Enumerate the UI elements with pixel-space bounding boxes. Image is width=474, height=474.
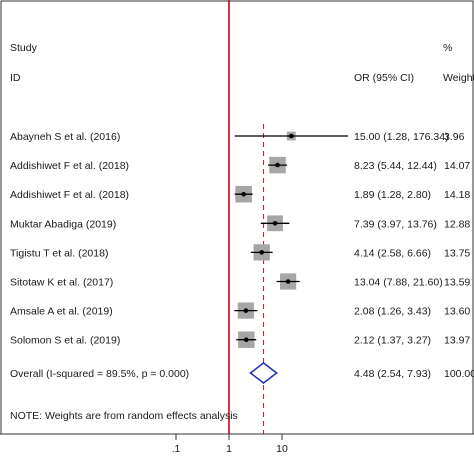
weight-text: 13.60	[444, 306, 470, 318]
overall-label: Overall (I-squared = 89.5%, p = 0.000)	[10, 368, 189, 380]
study-row: Abayneh S et al. (2016) 15.00 (1.28, 176.…	[10, 131, 465, 143]
overall-or-ci: 4.48 (2.54, 7.93)	[354, 368, 431, 380]
point-estimate	[243, 337, 249, 343]
weight-text: 13.59	[444, 277, 470, 289]
or-ci-text: 8.23 (5.44, 12.44)	[354, 160, 437, 172]
x-axis: .1 1 10	[0, 433, 474, 455]
or-ci-text: 2.08 (1.26, 3.43)	[354, 306, 431, 318]
point-estimate	[289, 133, 294, 139]
study-row: Sitotaw K et al. (2017) 13.04 (7.88, 21.6…	[10, 273, 470, 290]
header-weight: Weight	[443, 72, 474, 84]
or-ci-text: 1.89 (1.28, 2.80)	[354, 189, 431, 201]
study-row: Solomon S et al. (2019) 2.12 (1.37, 3.27)…	[10, 331, 470, 348]
study-row: Addishiwet F et al. (2018) 8.23 (5.44, 12…	[10, 156, 470, 174]
point-estimate	[259, 250, 265, 255]
study-label: Amsale A et al. (2019)	[10, 306, 113, 318]
weight-text: 14.18	[444, 189, 470, 201]
study-rows: Abayneh S et al. (2016) 15.00 (1.28, 176.…	[10, 131, 470, 348]
point-estimate	[285, 279, 291, 284]
weight-text: 14.07	[444, 160, 470, 172]
or-ci-text: 2.12 (1.37, 3.27)	[354, 335, 431, 347]
overall-row: Overall (I-squared = 89.5%, p = 0.000) 4…	[10, 362, 474, 384]
header-id: ID	[10, 72, 21, 84]
point-estimate	[243, 308, 249, 313]
weight-text: 13.97	[444, 335, 470, 347]
study-label: Tigistu T et al. (2018)	[10, 247, 108, 259]
study-label: Sitotaw K et al. (2017)	[10, 277, 113, 289]
study-label: Addishiwet F et al. (2018)	[10, 189, 129, 201]
weight-text: 12.88	[444, 218, 470, 230]
study-label: Solomon S et al. (2019)	[10, 335, 120, 347]
study-row: Addishiwet F et al. (2018) 1.89 (1.28, 2.…	[10, 185, 470, 203]
study-label: Addishiwet F et al. (2018)	[10, 160, 129, 172]
or-ci-text: 15.00 (1.28, 176.34)	[354, 131, 449, 143]
header-study: Study	[10, 42, 38, 54]
study-row: Muktar Abadiga (2019) 7.39 (3.97, 13.76) 1…	[10, 215, 470, 232]
or-ci-text: 7.39 (3.97, 13.76)	[354, 218, 437, 230]
or-ci-text: 4.14 (2.58, 6.66)	[354, 247, 431, 259]
point-estimate	[241, 191, 246, 197]
x-tick-label: 1	[226, 443, 232, 455]
x-tick-label: .1	[172, 443, 181, 455]
point-estimate	[272, 221, 278, 226]
point-estimate	[275, 162, 280, 168]
overall-weight: 100.00	[444, 368, 474, 380]
or-ci-text: 13.04 (7.88, 21.60)	[354, 277, 443, 289]
study-label: Abayneh S et al. (2016)	[10, 131, 120, 143]
note: NOTE: Weights are from random effects an…	[10, 410, 238, 422]
header-or-ci: OR (95% CI)	[354, 72, 414, 84]
study-label: Muktar Abadiga (2019)	[10, 218, 116, 230]
weight-text: 3.96	[444, 131, 465, 143]
header-percent: %	[443, 42, 452, 54]
overall-diamond	[249, 362, 278, 384]
weight-text: 13.75	[444, 247, 470, 259]
study-row: Tigistu T et al. (2018) 4.14 (2.58, 6.66)…	[10, 244, 470, 261]
x-tick-label: 10	[276, 443, 288, 455]
study-row: Amsale A et al. (2019) 2.08 (1.26, 3.43) 1…	[10, 302, 470, 319]
